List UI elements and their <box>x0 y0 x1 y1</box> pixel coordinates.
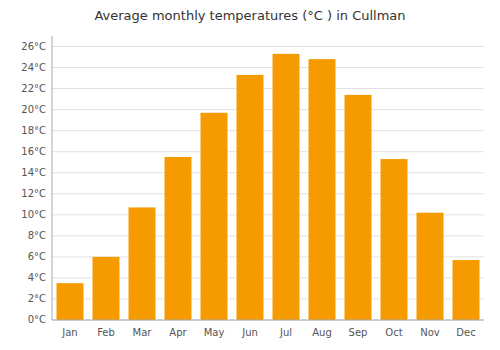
grid-line <box>52 88 484 89</box>
grid-line <box>52 67 484 68</box>
y-tick-label: 10°C <box>21 209 46 220</box>
bar <box>309 59 336 320</box>
y-tick-label: 20°C <box>21 104 46 115</box>
y-tick-label: 26°C <box>21 41 46 52</box>
y-axis: 0°C 2°C 4°C 6°C 8°C 10°C 12°C 14°C 16°C 18°C 20°C 2… <box>21 36 52 325</box>
title: Average monthly temperatures (°C ) in Cu… <box>94 8 405 23</box>
x-axis-line <box>52 320 484 321</box>
grid-line <box>52 320 484 321</box>
x-tick-label: Dec <box>456 327 475 338</box>
grid <box>52 47 484 320</box>
bar <box>129 207 156 320</box>
x-tick-label: Mar <box>133 327 153 338</box>
x-tick-label: Oct <box>385 327 402 338</box>
grid-line <box>52 172 484 173</box>
x-tick-label: Aug <box>312 327 332 338</box>
x-axis: Jan Feb Mar Apr May Jun Jul Aug Sep Oct Nov Dec <box>52 320 484 338</box>
y-tick-label: 0°C <box>28 314 46 325</box>
y-tick-label: 8°C <box>28 230 46 241</box>
x-tick-label: May <box>204 327 225 338</box>
bar <box>381 159 408 320</box>
bar <box>453 260 480 320</box>
x-tick-label: Sep <box>349 327 368 338</box>
y-tick-label: 4°C <box>28 272 46 283</box>
y-tick-label: 2°C <box>28 293 46 304</box>
chart-container: 0°C 2°C 4°C 6°C 8°C 10°C 12°C 14°C 16°C 18°C 20°C 2… <box>0 0 500 350</box>
bar <box>273 54 300 320</box>
bar <box>201 113 228 320</box>
y-tick-label: 14°C <box>21 167 46 178</box>
y-tick-label: 16°C <box>21 146 46 157</box>
bars <box>57 54 480 320</box>
bar <box>57 283 84 320</box>
x-tick-label: Apr <box>169 327 187 338</box>
y-tick-label: 12°C <box>21 188 46 199</box>
x-tick-label: Nov <box>420 327 440 338</box>
y-tick-label: 22°C <box>21 83 46 94</box>
y-tick-label: 24°C <box>21 62 46 73</box>
bar <box>165 157 192 320</box>
grid-line <box>52 130 484 131</box>
y-axis-line <box>52 36 53 320</box>
grid-line <box>52 46 484 47</box>
y-tick-label: 18°C <box>21 125 46 136</box>
grid-line <box>52 109 484 110</box>
y-tick-label: 6°C <box>28 251 46 262</box>
bar <box>417 213 444 320</box>
chart: 0°C 2°C 4°C 6°C 8°C 10°C 12°C 14°C 16°C 18°C 20°C 2… <box>0 0 500 350</box>
x-tick-label: Feb <box>97 327 115 338</box>
bar <box>93 257 120 320</box>
x-tick-label: Jul <box>279 327 292 338</box>
grid-line <box>52 151 484 152</box>
x-tick-label: Jan <box>61 327 77 338</box>
x-tick-label: Jun <box>241 327 258 338</box>
grid-line <box>52 193 484 194</box>
bar <box>237 75 264 320</box>
bar <box>345 95 372 320</box>
